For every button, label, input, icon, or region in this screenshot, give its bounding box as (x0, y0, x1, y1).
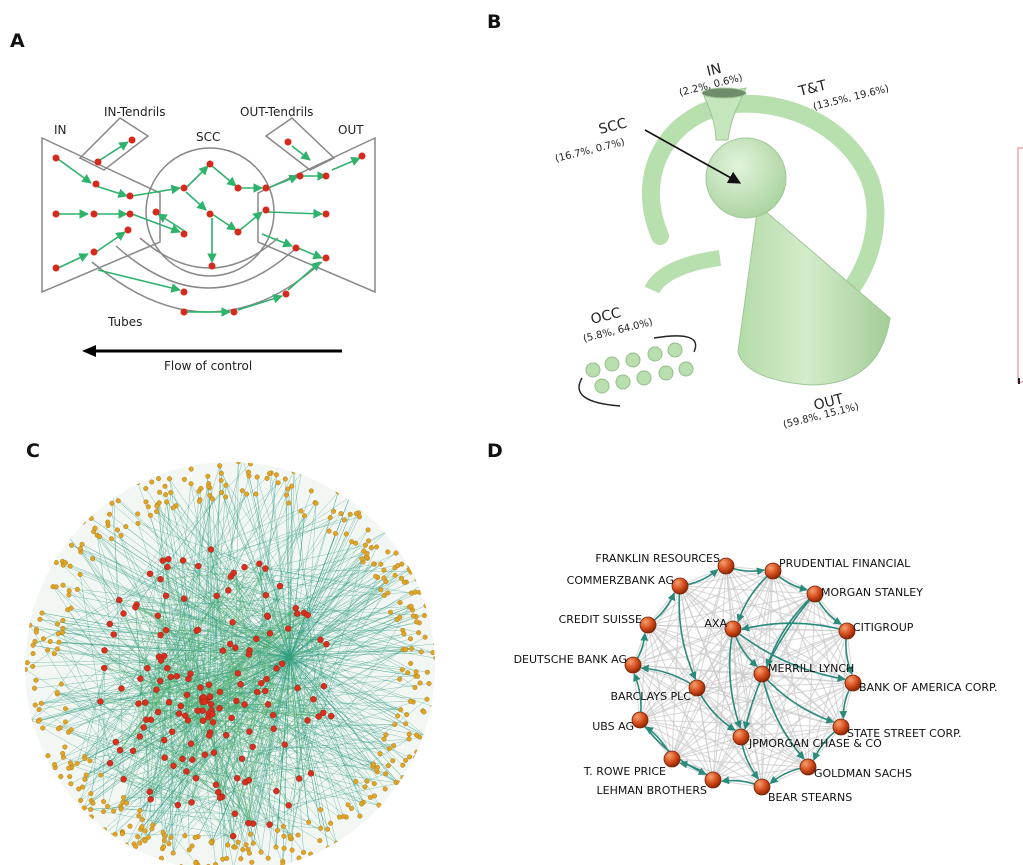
bank-label: AXA (704, 617, 727, 630)
bank-label: GOLDMAN SACHS (814, 767, 912, 780)
bank-node (705, 772, 721, 788)
bank-node (640, 617, 656, 633)
bank-node (664, 751, 680, 767)
bank-node (725, 621, 741, 637)
bank-node (718, 558, 734, 574)
bank-label: BEAR STEARNS (768, 791, 852, 804)
bank-label: MERRILL LYNCH (768, 662, 854, 675)
bank-label: BANK OF AMERICA CORP. (859, 681, 997, 694)
bank-label: UBS AG (592, 720, 634, 733)
bank-label: COMMERZBANK AG (567, 574, 674, 587)
bank-node (733, 729, 749, 745)
bank-node (689, 680, 705, 696)
bank-label: DEUTSCHE BANK AG (514, 653, 627, 666)
bank-label: PRUDENTIAL FINANCIAL (779, 557, 911, 570)
bank-node (632, 712, 648, 728)
bank-label: BARCLAYS PLC (610, 690, 691, 703)
bank-label: CITIGROUP (853, 621, 914, 634)
bank-label: LEHMAN BROTHERS (596, 784, 707, 797)
bank-label: CREDIT SUISSE (559, 613, 642, 626)
bank-label: MORGAN STANLEY (821, 586, 923, 599)
bank-label: T. ROWE PRICE (583, 765, 666, 778)
bank-node (625, 657, 641, 673)
bank-node (672, 578, 688, 594)
bank-label: FRANKLIN RESOURCES (595, 552, 720, 565)
bank-label: JPMORGAN CHASE & CO (748, 737, 882, 750)
